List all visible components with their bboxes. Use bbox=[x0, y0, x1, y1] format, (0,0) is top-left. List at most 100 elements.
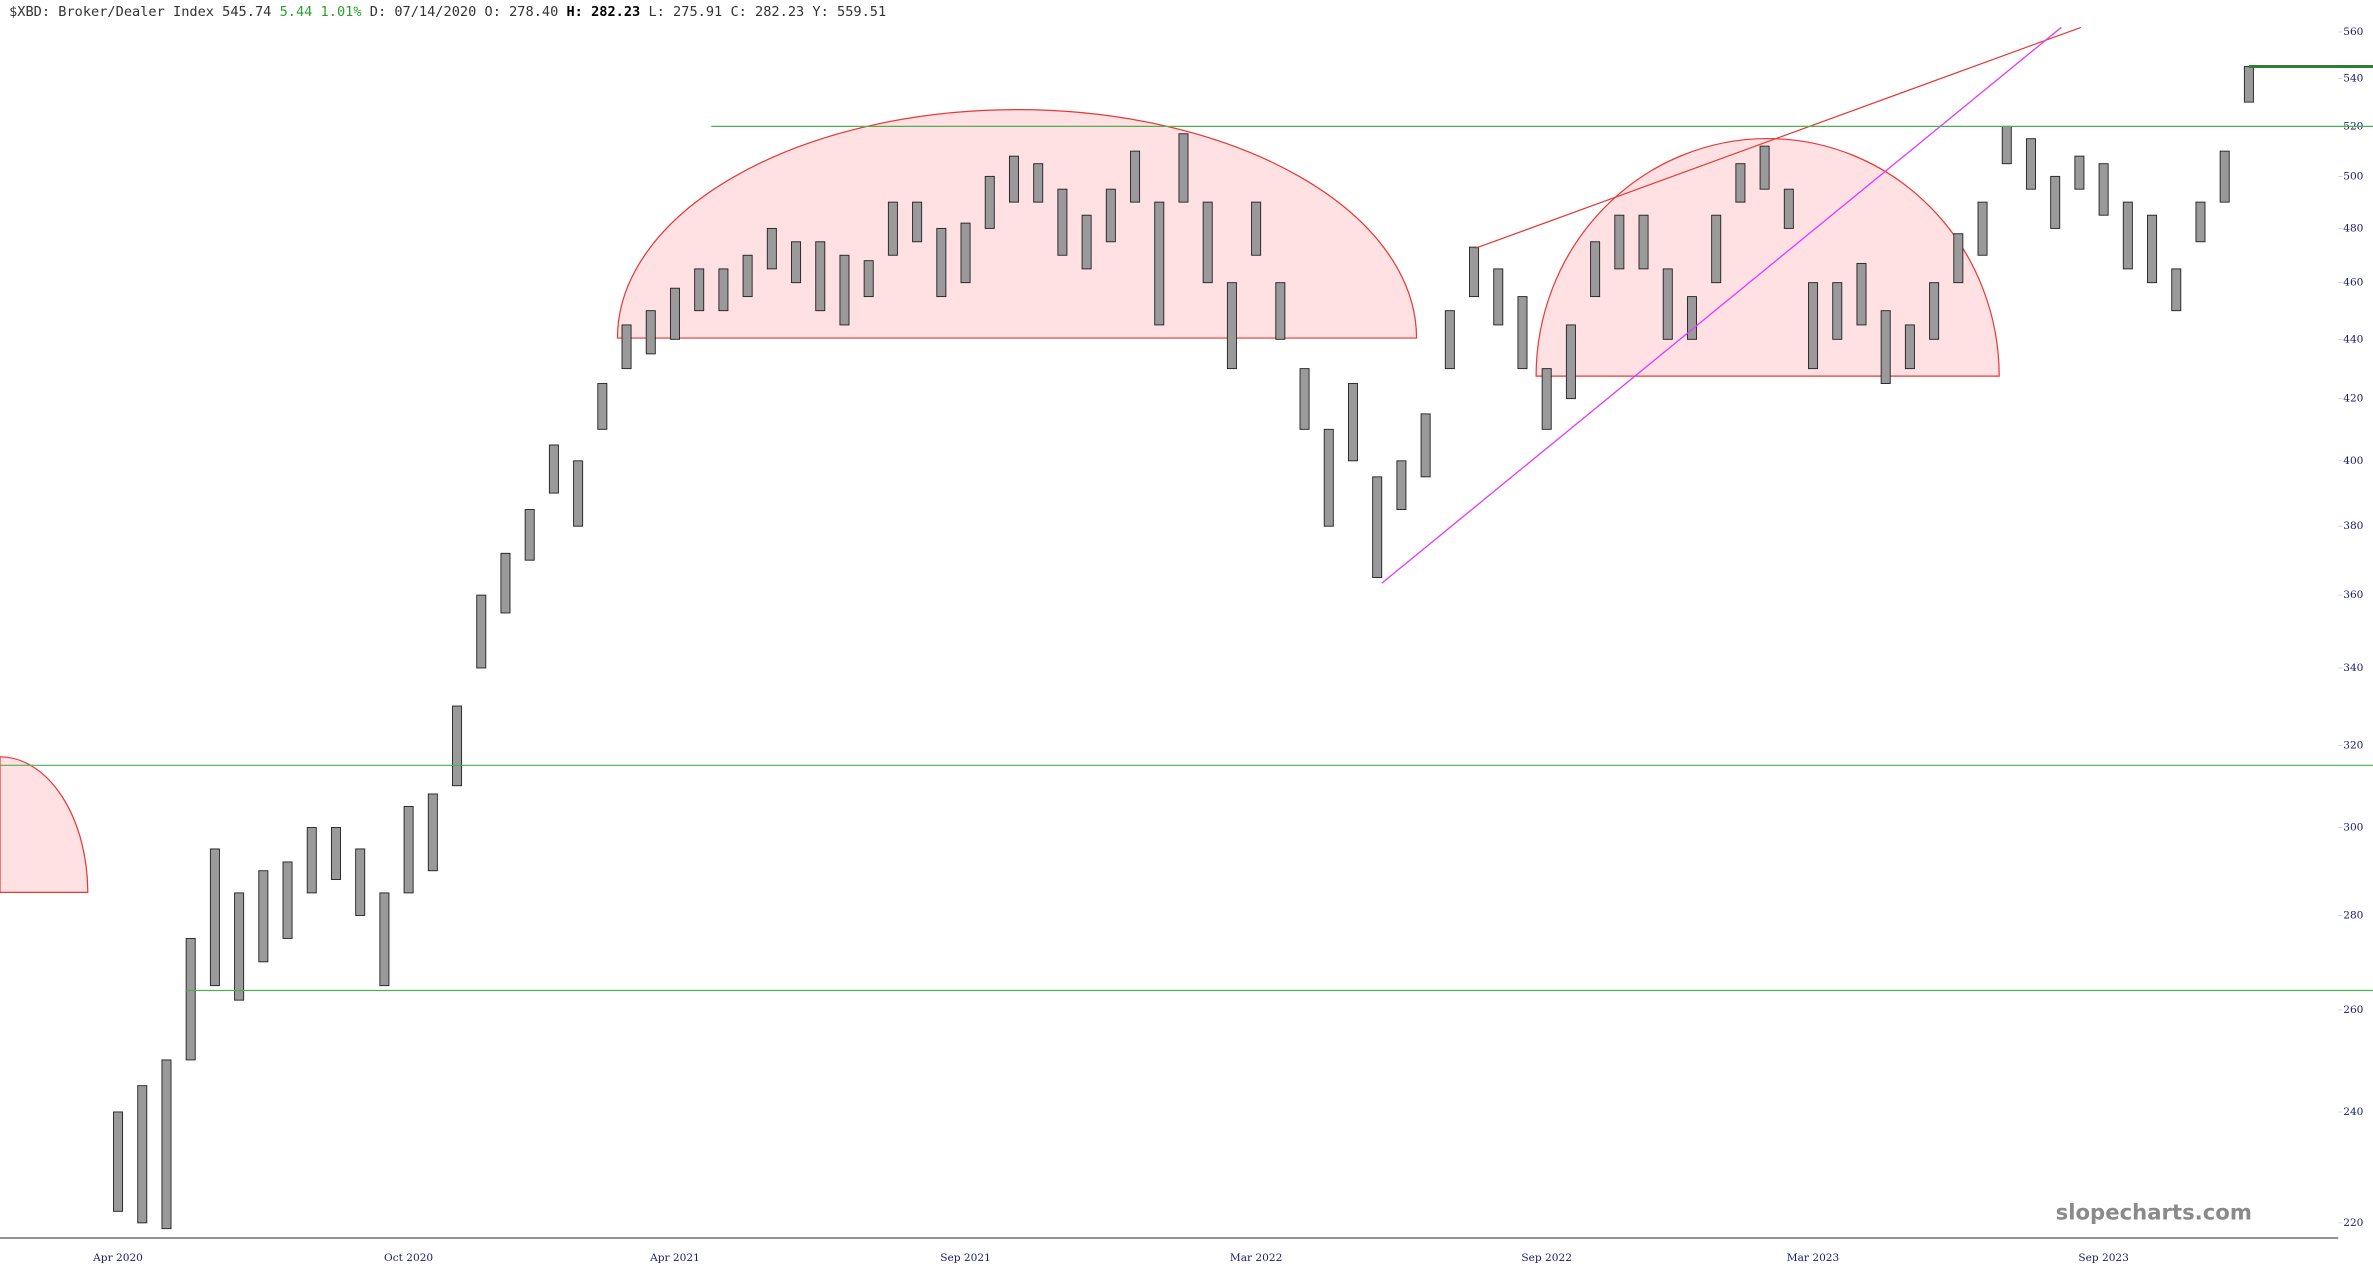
price-bar bbox=[258, 870, 269, 963]
y-tick-label: 300 bbox=[2343, 820, 2363, 833]
price-bar bbox=[1057, 188, 1068, 256]
price-bar bbox=[1735, 163, 1746, 203]
price-bar bbox=[403, 805, 414, 894]
y-tick-label: 240 bbox=[2343, 1105, 2363, 1118]
price-bar bbox=[1565, 324, 1576, 400]
price-bar bbox=[1033, 163, 1044, 203]
price-bar bbox=[1759, 145, 1770, 190]
price-bar bbox=[1638, 214, 1649, 270]
price-bar bbox=[839, 254, 850, 326]
x-tick-label: Apr 2021 bbox=[649, 1251, 700, 1264]
price-bar bbox=[1856, 262, 1867, 326]
price-bar bbox=[1178, 133, 1189, 203]
price-bar bbox=[815, 241, 826, 312]
price-bar bbox=[306, 827, 317, 894]
price-bar bbox=[645, 310, 656, 355]
price-bar bbox=[2195, 201, 2206, 243]
close: C: 282.23 bbox=[730, 4, 804, 20]
price-bar bbox=[2001, 125, 2012, 165]
price-bar bbox=[1444, 310, 1455, 370]
price-bar bbox=[1469, 246, 1480, 298]
price-bar bbox=[476, 594, 487, 669]
y-tick-label: 400 bbox=[2343, 454, 2363, 467]
price-bar bbox=[209, 848, 220, 987]
y-tick-label: 480 bbox=[2343, 221, 2363, 234]
price-bar bbox=[2243, 66, 2254, 103]
price-bar bbox=[185, 937, 196, 1061]
price-bar bbox=[113, 1111, 124, 1212]
y-tick-label: 540 bbox=[2343, 71, 2363, 84]
price-bar bbox=[1081, 214, 1092, 270]
y-tick-label: 560 bbox=[2343, 25, 2363, 38]
x-tick-label: Oct 2020 bbox=[384, 1251, 433, 1264]
price-bar bbox=[1662, 268, 1673, 340]
date: D: 07/14/2020 bbox=[370, 4, 477, 20]
price-bar bbox=[1347, 383, 1358, 462]
price-bar bbox=[887, 201, 898, 256]
symbol: $XBD: Broker/Dealer Index 545.74 bbox=[9, 4, 271, 20]
price-bar bbox=[621, 324, 632, 370]
trendline bbox=[1475, 26, 2082, 249]
price-bar bbox=[766, 227, 777, 270]
price-bar bbox=[1299, 368, 1310, 430]
arc-drawing bbox=[0, 756, 89, 893]
price-bar bbox=[548, 444, 559, 494]
price-bar bbox=[1808, 282, 1819, 370]
price-bar bbox=[379, 892, 390, 987]
price-bar bbox=[2025, 138, 2036, 190]
price-bar bbox=[912, 201, 923, 243]
trendlines bbox=[1381, 26, 2082, 584]
price-bar bbox=[2050, 175, 2061, 229]
price-bar bbox=[1880, 310, 1891, 384]
price-bar bbox=[1977, 201, 1988, 256]
price-bar bbox=[2147, 214, 2158, 284]
price-bar bbox=[1420, 413, 1431, 478]
price-bar bbox=[1226, 282, 1237, 370]
price-bar bbox=[452, 705, 463, 787]
y-tick-label: 260 bbox=[2343, 1003, 2363, 1016]
x-tick-label: Sep 2021 bbox=[940, 1251, 991, 1264]
arc-drawing bbox=[616, 109, 1418, 339]
price-bar bbox=[1008, 155, 1019, 203]
price-bar bbox=[1832, 282, 1843, 340]
price-bar bbox=[863, 260, 874, 298]
price-bar bbox=[1323, 428, 1334, 527]
price-bar bbox=[597, 383, 608, 430]
price-bar bbox=[1590, 241, 1601, 298]
price-bar bbox=[694, 268, 705, 312]
price-bar bbox=[355, 848, 366, 916]
price-bar bbox=[2171, 268, 2182, 312]
price-bar bbox=[791, 241, 802, 284]
price-bar bbox=[1202, 201, 1213, 284]
price-bar bbox=[960, 222, 971, 284]
y-tick-label: 340 bbox=[2343, 661, 2363, 674]
open: O: 278.40 bbox=[485, 4, 559, 20]
price-bar bbox=[2219, 150, 2230, 203]
y-tick-label: 320 bbox=[2343, 738, 2363, 751]
price-bar bbox=[718, 268, 729, 312]
price-bar bbox=[137, 1085, 148, 1224]
price-bar bbox=[1783, 188, 1794, 229]
price-bar bbox=[1154, 201, 1165, 326]
x-tick-label: Mar 2022 bbox=[1230, 1251, 1282, 1264]
price-bar bbox=[573, 460, 584, 527]
y-tick-label: 440 bbox=[2343, 332, 2363, 345]
y-tick-label: 460 bbox=[2343, 276, 2363, 289]
change: 5.44 1.01% bbox=[280, 4, 362, 20]
y-tick-label: 360 bbox=[2343, 588, 2363, 601]
price-bar bbox=[984, 175, 995, 229]
low: L: 275.91 bbox=[648, 4, 722, 20]
y-tick-label: 280 bbox=[2343, 908, 2363, 921]
price-bar bbox=[1614, 214, 1625, 270]
price-bar bbox=[742, 254, 753, 298]
header: $XBD: Broker/Dealer Index 545.74 5.44 1.… bbox=[9, 4, 886, 20]
y-value: Y: 559.51 bbox=[812, 4, 886, 20]
price-bar bbox=[669, 287, 680, 340]
price-bar bbox=[1953, 233, 1964, 284]
price-bar bbox=[1904, 324, 1915, 370]
y-tick-label: 420 bbox=[2343, 392, 2363, 405]
price-bar bbox=[1372, 476, 1383, 578]
price-bar bbox=[936, 227, 947, 298]
price-bar bbox=[1541, 368, 1552, 430]
